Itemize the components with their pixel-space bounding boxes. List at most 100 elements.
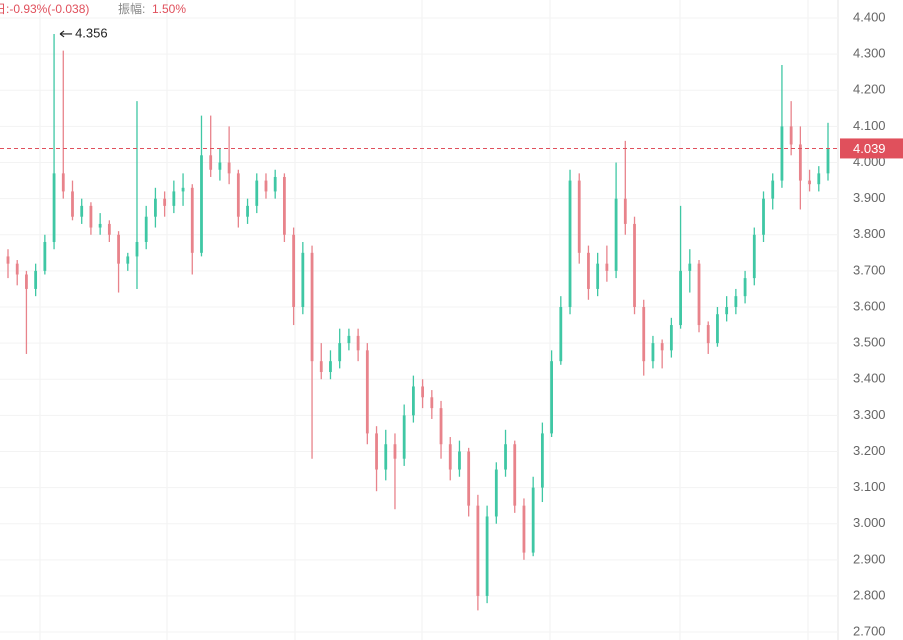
y-tick-label: 3.400 (853, 371, 886, 386)
candle-body (430, 397, 434, 409)
candle-body (43, 241, 47, 271)
candle-body (504, 444, 507, 470)
candle-body (356, 335, 360, 351)
candle-body (25, 274, 28, 289)
candle-body (725, 306, 729, 315)
max-arrow (59, 30, 73, 38)
candle-body (826, 148, 830, 174)
y-tick-label: 3.100 (853, 479, 886, 494)
candle-body (743, 278, 747, 297)
candle-body (642, 306, 646, 362)
y-tick-label: 3.700 (853, 262, 886, 277)
candle-body (273, 176, 277, 192)
candle-body (559, 306, 563, 362)
candle-body (163, 198, 167, 206)
candle-body (402, 415, 406, 459)
candle-body (126, 256, 130, 264)
y-tick-label: 3.000 (853, 515, 886, 530)
y-tick-label: 3.800 (853, 226, 886, 241)
candle-body (310, 252, 314, 362)
candle-body (808, 180, 811, 185)
candle-body (531, 487, 535, 553)
candle-body (789, 126, 793, 145)
candle-body (439, 408, 443, 445)
last-price-label: 4.039 (853, 141, 886, 156)
change-text: 日:-0.93%(-0.038) (0, 2, 89, 16)
amplitude-value: 1.50% (152, 2, 186, 16)
candle-body (283, 176, 286, 235)
candle-body (540, 433, 544, 488)
candle-body (347, 335, 351, 344)
y-tick-label: 2.700 (853, 623, 886, 638)
y-tick-label: 4.300 (853, 46, 886, 61)
candle-body (716, 314, 719, 344)
y-tick-label: 4.100 (853, 118, 886, 133)
candle-body (780, 126, 784, 181)
candle-body (375, 433, 378, 470)
candle-body (190, 187, 194, 253)
candle-body (623, 198, 627, 224)
candle-body (605, 263, 609, 271)
candle-body (596, 263, 600, 289)
candle-body (200, 155, 203, 253)
candle-body (15, 263, 19, 275)
candle-body (255, 180, 259, 206)
candle-body (485, 516, 489, 596)
candle-body (458, 451, 461, 470)
candle-body (144, 216, 148, 242)
candle-body (181, 187, 185, 192)
amplitude-label: 振幅: (118, 1, 145, 16)
candle-body (384, 444, 388, 470)
candle-body (264, 180, 268, 192)
candle-body (614, 198, 618, 271)
y-tick-label: 4.400 (853, 9, 886, 24)
candle-body (762, 198, 765, 235)
candle-body (476, 505, 480, 596)
candle-body (660, 343, 664, 351)
candle-body (227, 162, 231, 174)
candle-body (172, 191, 176, 206)
y-tick-label: 3.600 (853, 298, 886, 313)
candle-body (669, 325, 673, 351)
candle-body (421, 386, 425, 398)
candle-body (246, 205, 249, 217)
candle-body (329, 361, 332, 373)
candles (6, 33, 830, 611)
candle-body (89, 205, 93, 228)
candle-body (494, 469, 498, 517)
last-price-tag (840, 138, 903, 159)
candle-body (771, 180, 775, 199)
y-tick-label: 3.500 (853, 335, 886, 350)
candle-body (734, 296, 738, 307)
candle-body (154, 198, 157, 217)
candle-body (292, 234, 296, 307)
candle-body (117, 234, 120, 264)
candle-body (798, 144, 802, 181)
y-tick-label: 2.800 (853, 587, 886, 602)
candle-body (568, 180, 572, 307)
candle-body (319, 361, 323, 373)
candle-body (365, 350, 369, 434)
candle-body (107, 223, 111, 235)
candle-body (6, 256, 10, 264)
candle-body (218, 162, 222, 170)
candle-body (52, 173, 56, 242)
y-tick-label: 4.200 (853, 82, 886, 97)
max-label: 4.356 (75, 25, 108, 40)
y-tick-label: 3.200 (853, 443, 886, 458)
candle-body (522, 505, 526, 553)
y-tick-label: 2.900 (853, 551, 886, 566)
candle-body (577, 180, 581, 253)
y-tick-label: 3.900 (853, 190, 886, 205)
candle-body (752, 234, 756, 279)
candle-body (34, 270, 38, 289)
candle-body (633, 223, 636, 307)
candle-body (679, 270, 682, 326)
candle-body (209, 155, 213, 170)
candle-body (651, 343, 655, 362)
overlay: 4.039 4.356 (0, 25, 903, 159)
candle-body (393, 444, 397, 459)
candle-body (98, 223, 102, 228)
candle-body (688, 263, 692, 271)
